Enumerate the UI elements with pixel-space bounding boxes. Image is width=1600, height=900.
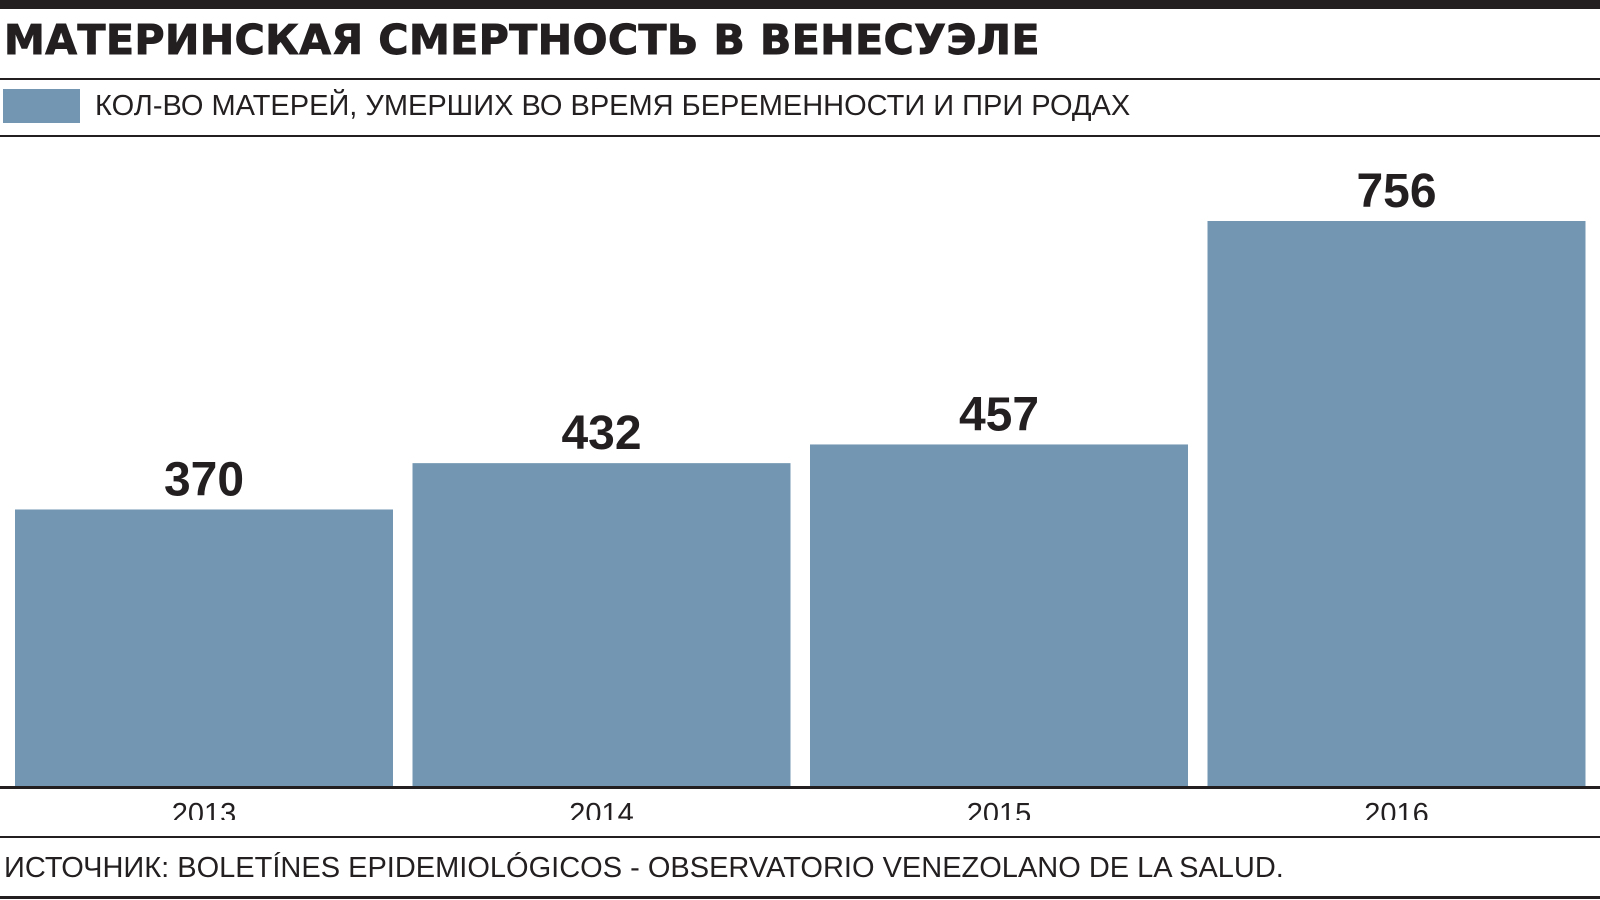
bar-chart: 370 2013 432 2014 457 2015 756 2016 <box>0 165 1600 820</box>
chart-title: МАТЕРИНСКАЯ СМЕРТНОСТЬ В ВЕНЕСУЭЛЕ <box>4 16 1040 65</box>
legend-label: КОЛ-ВО МАТЕРЕЙ, УМЕРШИХ ВО ВРЕМЯ БЕРЕМЕН… <box>95 90 1131 122</box>
x-axis-baseline <box>0 786 1600 789</box>
x-tick-label-2014: 2014 <box>569 798 634 820</box>
bar-2014 <box>412 463 791 786</box>
bar-2015 <box>810 444 1188 786</box>
value-label-2016: 756 <box>1356 165 1436 218</box>
legend-swatch <box>3 89 80 123</box>
x-tick-label-2015: 2015 <box>967 798 1032 820</box>
x-tick-label-2013: 2013 <box>172 798 237 820</box>
bar-2013 <box>15 509 393 786</box>
x-tick-label-2016: 2016 <box>1364 798 1429 820</box>
title-divider <box>0 78 1600 80</box>
value-label-2013: 370 <box>164 453 244 506</box>
value-label-2015: 457 <box>959 388 1039 441</box>
value-label-2014: 432 <box>561 407 641 460</box>
bar-2016 <box>1207 221 1586 786</box>
bottom-rule <box>0 896 1600 899</box>
source-divider <box>0 836 1600 838</box>
source-note: ИСТОЧНИК: BOLETÍNES EPIDEMIOLÓGICOS - OB… <box>4 852 1284 884</box>
top-rule <box>0 0 1600 9</box>
legend-divider <box>0 135 1600 137</box>
